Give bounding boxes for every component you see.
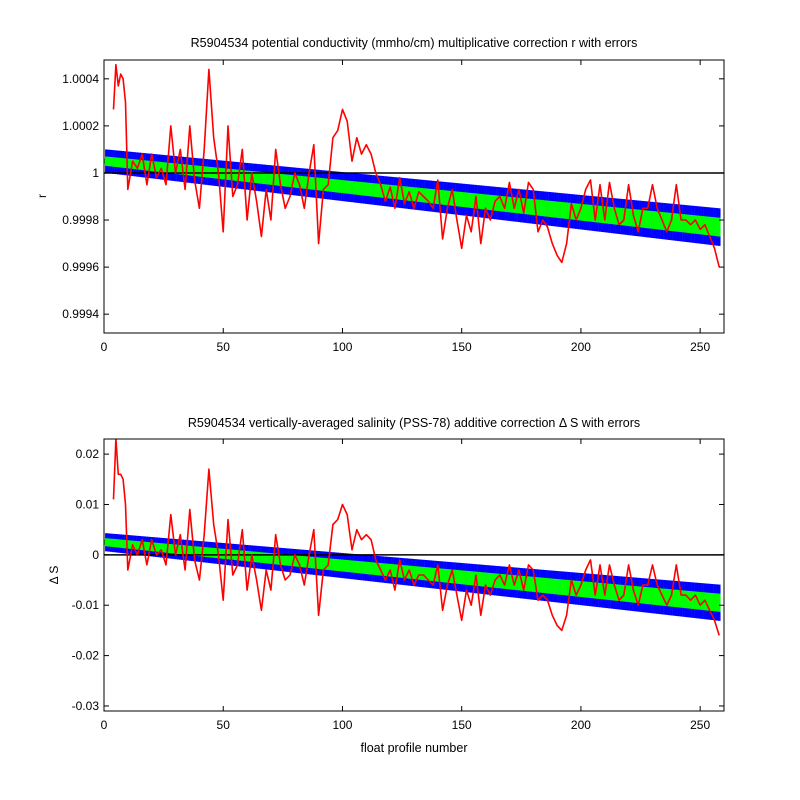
chart-top-ytick-label: 0.9996 [62, 260, 99, 274]
chart-bottom-ylabel: Δ S [47, 566, 61, 585]
chart-top-xtick-label: 200 [571, 340, 591, 354]
chart-bottom-title: R5904534 vertically-averaged salinity (P… [188, 416, 640, 430]
chart-top-axes-frame [103, 59, 725, 334]
chart-top-ytick-label: 1.0004 [62, 72, 99, 86]
chart-bottom-ytick-label: -0.02 [72, 649, 100, 663]
chart-top-ylabel: r [35, 194, 49, 198]
chart-bottom-ytick-label: 0.01 [76, 497, 100, 511]
chart-bottom-xtick-label: 0 [101, 718, 108, 732]
chart-top-series [112, 63, 720, 268]
chart-bottom-ytick-label: 0.02 [76, 447, 100, 461]
chart-bottom-xtick-label: 150 [452, 718, 472, 732]
chart-top-title: R5904534 potential conductivity (mmho/cm… [191, 36, 638, 50]
chart-bottom-start-marker [104, 539, 110, 546]
chart-bottom-xtick-label: 200 [571, 718, 591, 732]
chart-top-ytick-label: 1 [92, 166, 99, 180]
chart-top-ytick-label: 0.9998 [62, 213, 99, 227]
chart-top-xtick-label: 50 [217, 340, 231, 354]
chart-bottom-series [112, 439, 720, 636]
chart-top: R5904534 potential conductivity (mmho/cm… [35, 36, 725, 354]
chart-bottom-xtick-label: 100 [332, 718, 352, 732]
chart-top-xtick-label: 250 [690, 340, 710, 354]
chart-bottom: R5904534 vertically-averaged salinity (P… [47, 416, 725, 755]
chart-top-series-line-0 [112, 63, 720, 268]
chart-bottom-ytick-label: -0.01 [72, 598, 100, 612]
chart-bottom-ticks: 0 50 100 150 200 250 -0.03 -0.02 -0.01 0 0.01 0.02 [72, 439, 724, 732]
chart-bottom-ytick-label: -0.03 [72, 699, 100, 713]
chart-bottom-series-line-0 [112, 439, 720, 636]
chart-bottom-xtick-label: 250 [690, 718, 710, 732]
chart-top-xtick-label: 0 [101, 340, 108, 354]
chart-top-ytick-label: 0.9994 [62, 307, 99, 321]
chart-top-xtick-label: 150 [452, 340, 472, 354]
chart-top-xtick-label: 100 [332, 340, 352, 354]
chart-top-ytick-label: 1.0002 [62, 119, 99, 133]
chart-top-start-marker [104, 158, 110, 165]
chart-bottom-xlabel: float profile number [360, 741, 467, 755]
chart-bottom-axes-frame [103, 438, 725, 712]
chart-bottom-xtick-label: 50 [217, 718, 231, 732]
chart-top-ticks: 0 50 100 150 200 250 0.9994 0.9996 0.9998 1 1.0002… [62, 60, 724, 354]
chart-bottom-ytick-label: 0 [92, 548, 99, 562]
